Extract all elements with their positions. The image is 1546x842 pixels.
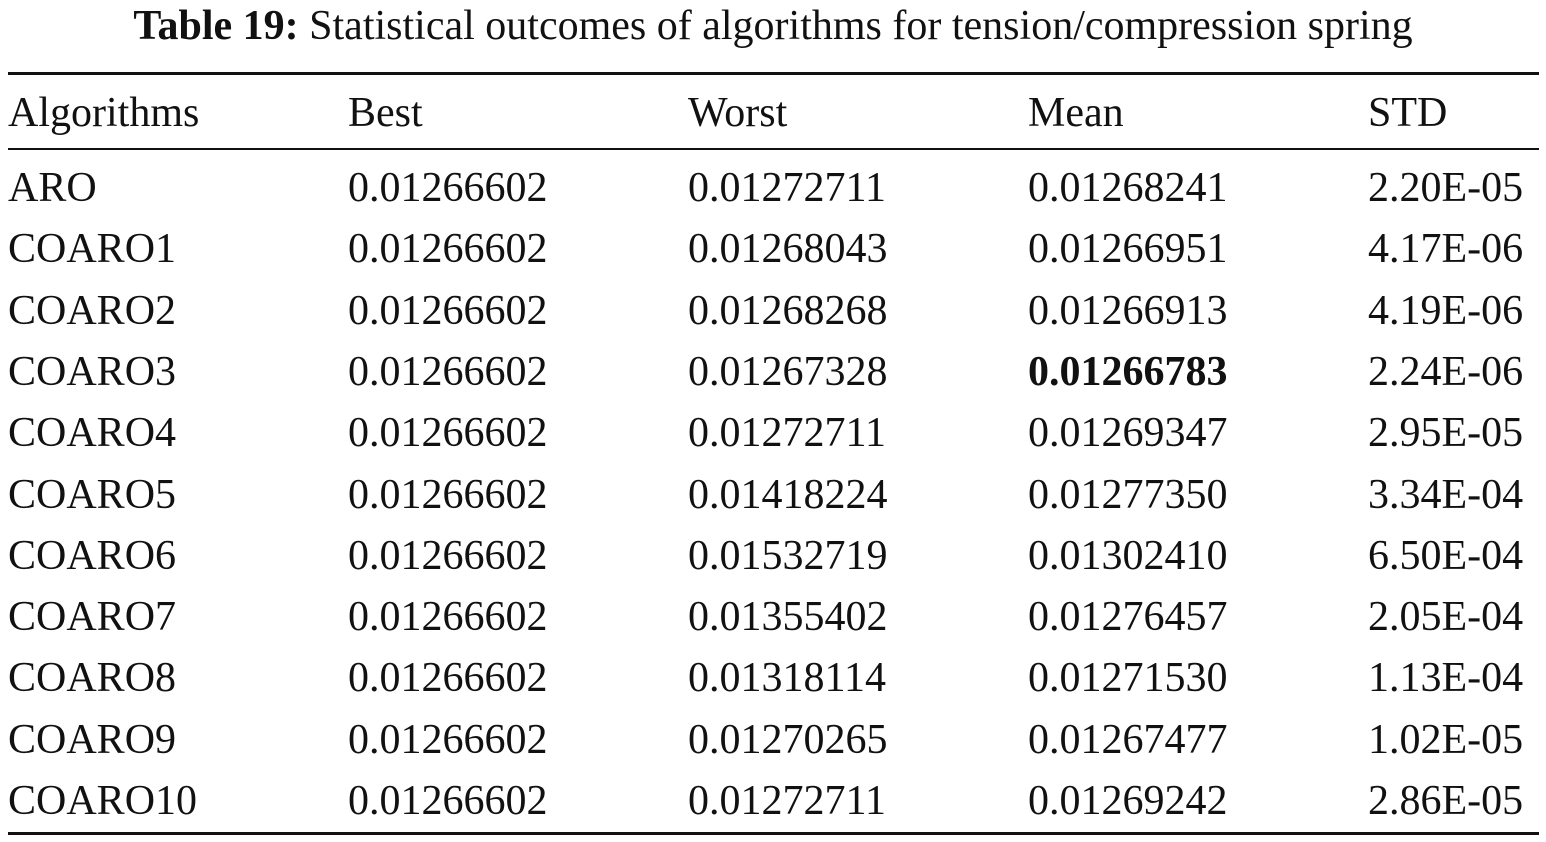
header-std: STD	[1368, 90, 1448, 136]
algorithm-cell: COARO10	[8, 778, 198, 824]
table-row: COARO5 0.01266602 0.01418224 0.01277350 3.34…	[0, 465, 1546, 525]
best-cell: 0.01266602	[348, 655, 548, 702]
algorithm-cell: COARO7	[8, 594, 177, 641]
worst-cell: 0.01268043	[688, 226, 888, 273]
std-cell: 2.20E-05	[1368, 165, 1524, 211]
table-row: ARO 0.01266602 0.01272711 0.01268241 2.20E-0…	[0, 158, 1546, 218]
mean-cell: 0.01266913	[1028, 287, 1228, 334]
header-mean: Mean	[1028, 90, 1124, 136]
algorithm-cell: COARO6	[8, 532, 177, 579]
worst-cell: 0.01272711	[688, 778, 886, 824]
std-cell: 2.95E-05	[1368, 410, 1524, 457]
worst-cell: 0.01267328	[688, 348, 888, 395]
worst-cell: 0.01272711	[688, 165, 886, 211]
best-cell: 0.01266602	[348, 716, 548, 763]
worst-cell: 0.01532719	[688, 532, 888, 579]
worst-cell: 0.01318114	[688, 655, 886, 702]
table-row: COARO2 0.01266602 0.01268268 0.01266913 4.19…	[0, 281, 1546, 341]
best-cell: 0.01266602	[348, 532, 548, 579]
table-caption-text: Statistical outcomes of algorithms for t…	[309, 3, 1413, 49]
best-cell: 0.01266602	[348, 226, 548, 273]
mean-cell: 0.01276457	[1028, 594, 1228, 641]
algorithm-cell: COARO5	[8, 471, 177, 518]
std-cell: 1.02E-05	[1368, 716, 1524, 763]
table-row: COARO4 0.01266602 0.01272711 0.01269347 2.95…	[0, 403, 1546, 463]
mean-cell: 0.01268241	[1028, 165, 1228, 211]
algorithm-cell: COARO9	[8, 716, 177, 763]
best-cell: 0.01266602	[348, 471, 548, 518]
header-best: Best	[348, 90, 423, 136]
worst-cell: 0.01418224	[688, 471, 888, 518]
table-caption: Table 19: Statistical outcomes of algori…	[0, 0, 1546, 52]
mean-cell: 0.01277350	[1028, 471, 1228, 518]
algorithm-cell: COARO3	[8, 348, 177, 395]
table-header-rule	[8, 148, 1539, 150]
worst-cell: 0.01268268	[688, 287, 888, 334]
best-cell: 0.01266602	[348, 165, 548, 211]
table-caption-label: Table 19:	[133, 3, 299, 49]
table-row: COARO8 0.01266602 0.01318114 0.01271530 1.13…	[0, 648, 1546, 708]
std-cell: 3.34E-04	[1368, 471, 1524, 518]
algorithm-cell: COARO2	[8, 287, 177, 334]
std-cell: 2.05E-04	[1368, 594, 1524, 641]
std-cell: 6.50E-04	[1368, 532, 1524, 579]
mean-cell: 0.01269242	[1028, 778, 1228, 824]
algorithm-cell: ARO	[8, 165, 97, 211]
std-cell: 4.17E-06	[1368, 226, 1524, 273]
mean-cell: 0.01271530	[1028, 655, 1228, 702]
header-algorithms: Algorithms	[8, 90, 200, 136]
table-row: COARO3 0.01266602 0.01267328 0.01266783 2.24…	[0, 342, 1546, 402]
table-row: COARO7 0.01266602 0.01355402 0.01276457 2.05…	[0, 587, 1546, 647]
algorithm-cell: COARO8	[8, 655, 177, 702]
table-top-rule	[8, 72, 1539, 75]
algorithm-cell: COARO4	[8, 410, 177, 457]
table-header-row: Algorithms Best Worst Mean STD	[0, 83, 1546, 143]
worst-cell: 0.01270265	[688, 716, 888, 763]
best-cell: 0.01266602	[348, 287, 548, 334]
std-cell: 2.24E-06	[1368, 348, 1524, 395]
worst-cell: 0.01272711	[688, 410, 886, 457]
mean-cell: 0.01266951	[1028, 226, 1228, 273]
std-cell: 4.19E-06	[1368, 287, 1524, 334]
table-row: COARO10 0.01266602 0.01272711 0.01269242 2.8…	[0, 771, 1546, 831]
algorithm-cell: COARO1	[8, 226, 177, 273]
mean-cell: 0.01269347	[1028, 410, 1228, 457]
mean-cell: 0.01302410	[1028, 532, 1228, 579]
mean-cell: 0.01267477	[1028, 716, 1228, 763]
std-cell: 1.13E-04	[1368, 655, 1524, 702]
table-row: COARO9 0.01266602 0.01270265 0.01267477 1.02…	[0, 710, 1546, 770]
header-worst: Worst	[688, 90, 788, 136]
best-cell: 0.01266602	[348, 348, 548, 395]
table-bottom-rule	[8, 832, 1539, 835]
table-row: COARO6 0.01266602 0.01532719 0.01302410 6.50…	[0, 526, 1546, 586]
worst-cell: 0.01355402	[688, 594, 888, 641]
best-cell: 0.01266602	[348, 778, 548, 824]
std-cell: 2.86E-05	[1368, 778, 1524, 824]
best-cell: 0.01266602	[348, 410, 548, 457]
mean-cell: 0.01266783	[1028, 348, 1228, 395]
table-row: COARO1 0.01266602 0.01268043 0.01266951 4.17…	[0, 219, 1546, 279]
best-cell: 0.01266602	[348, 594, 548, 641]
